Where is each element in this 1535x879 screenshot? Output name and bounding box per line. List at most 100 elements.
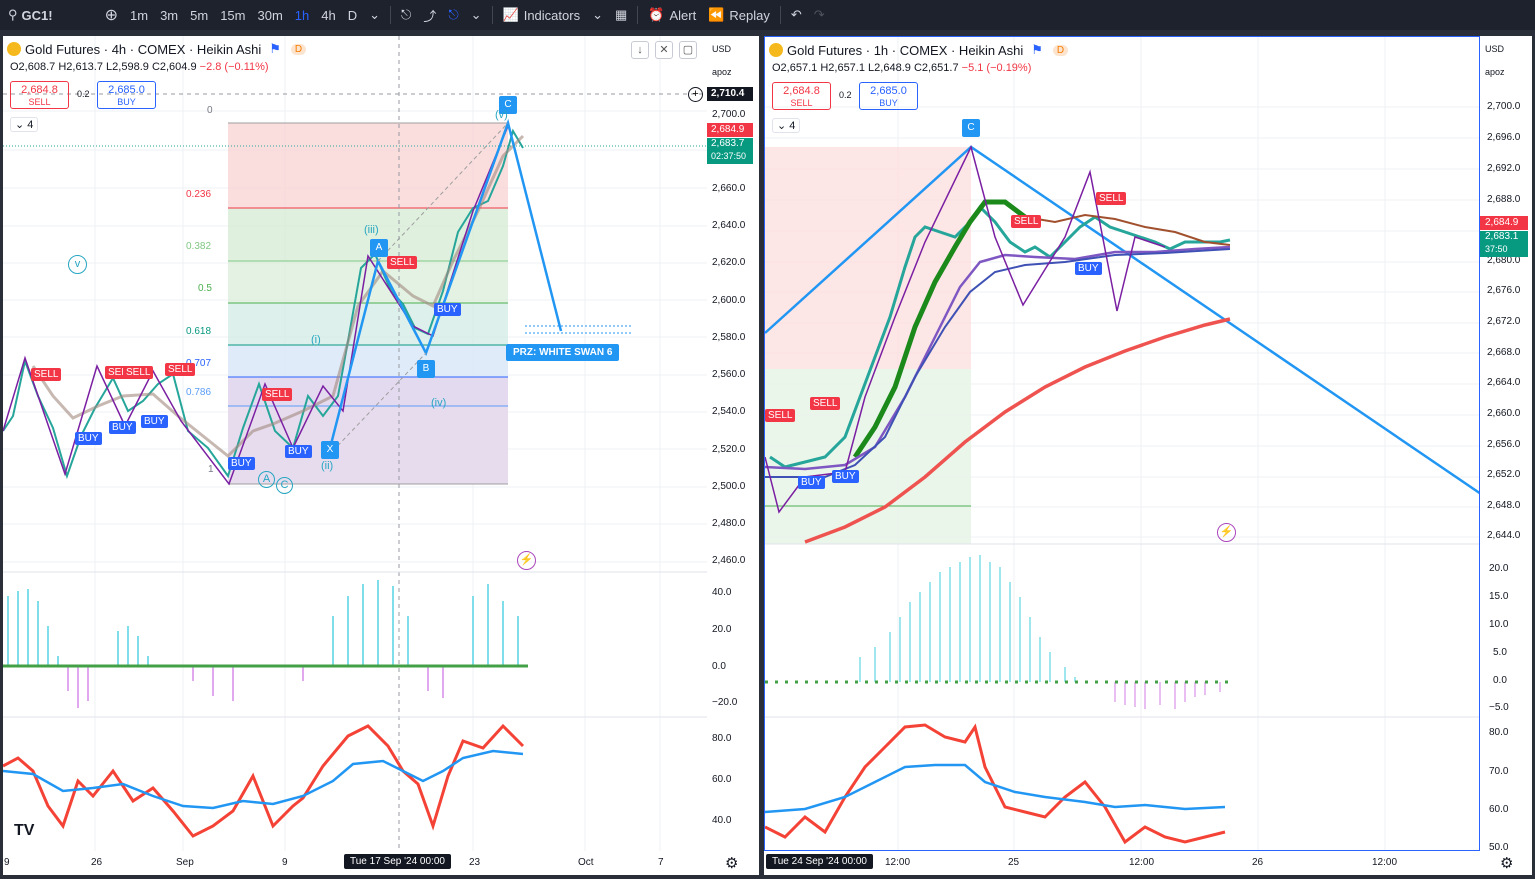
alarm-clock-icon: ⏰ xyxy=(648,7,665,22)
divider xyxy=(779,6,781,24)
status-badge: D xyxy=(1052,44,1069,56)
layout-button[interactable]: ▦ xyxy=(609,0,633,30)
fib-retracement[interactable] xyxy=(228,122,508,485)
replay-button[interactable]: ⏪ Replay xyxy=(702,0,776,30)
osc-tick: 10.0 xyxy=(1489,619,1509,630)
interval-dropdown[interactable]: ⌄ xyxy=(363,0,386,30)
currency-label[interactable]: USD xyxy=(712,44,732,54)
left-time-axis[interactable]: 9 26 Sep 9 23 Oct 7 Tue 17 Sep '24 00:00… xyxy=(3,851,759,875)
osc-tick: −20.0 xyxy=(712,697,738,708)
date-tick: 12:00 xyxy=(1129,857,1155,868)
maximize-button[interactable]: ▢ xyxy=(679,41,697,59)
add-symbol-button[interactable]: ⊕ xyxy=(99,0,124,30)
left-chart-pane[interactable]: Gold Futures · 4h · COMEX · Heikin Ashi … xyxy=(3,36,707,851)
layers-count: 4 xyxy=(27,119,34,131)
wave-label-v: (v) xyxy=(495,109,508,121)
tradingview-logo[interactable]: TV xyxy=(14,822,35,839)
right-chart-pane[interactable]: Gold Futures · 1h · COMEX · Heikin Ashi … xyxy=(764,36,1480,851)
interval-15m[interactable]: 15m xyxy=(220,7,246,23)
sell-button[interactable]: 2,684.8 SELL xyxy=(772,82,831,110)
right-price-axis[interactable]: USD apoz 2,700.0 2,696.0 2,692.0 2,688.0… xyxy=(1480,36,1532,853)
buy-signal: BUY xyxy=(228,457,255,470)
price-tick: 2,660.0 xyxy=(1487,408,1521,419)
scale-label[interactable]: apoz xyxy=(712,67,732,77)
right-time-axis[interactable]: Tue 24 Sep '24 00:00 12:00 25 12:00 26 1… xyxy=(764,851,1532,875)
pattern-point-c: C xyxy=(962,119,980,137)
date-tick: Oct xyxy=(578,857,594,868)
price-tick: 2,600.0 xyxy=(712,295,746,306)
gold-icon xyxy=(769,43,783,57)
indicators-dropdown[interactable]: ⌄ xyxy=(586,0,609,30)
undo-icon: ↶ xyxy=(790,7,802,22)
sell-signal: SELL xyxy=(387,256,418,269)
sell-button[interactable]: 2,684.8 SELL xyxy=(10,81,69,109)
heikin-ashi-button[interactable]: ⎋ xyxy=(442,0,464,30)
pattern-point-a: A xyxy=(370,239,388,257)
rsi-tick: 60.0 xyxy=(712,774,732,785)
chevron-down-icon: ⌄ xyxy=(369,7,381,22)
fib-label-1: 1 xyxy=(208,464,214,475)
right-chart-canvas[interactable] xyxy=(765,37,1480,851)
interval-1m[interactable]: 1m xyxy=(130,7,149,23)
chart-type-button[interactable]: ⤴ xyxy=(417,0,442,30)
interval-d[interactable]: D xyxy=(347,7,358,23)
left-price-axis[interactable]: USD apoz 2,700.0 2,660.0 2,640.0 2,620.0… xyxy=(707,36,759,851)
moving-average-green xyxy=(852,199,1027,459)
interval-30m[interactable]: 30m xyxy=(257,7,283,23)
undo-button[interactable]: ↶ xyxy=(785,0,808,30)
price-tick: 2,520.0 xyxy=(712,444,746,455)
interval-5m[interactable]: 5m xyxy=(190,7,209,23)
date-tick: Sep xyxy=(176,857,194,868)
add-crosshair-button[interactable]: + xyxy=(688,87,703,102)
flag-icon[interactable]: ⚑ xyxy=(1031,42,1043,57)
currency-label[interactable]: USD xyxy=(1485,44,1505,54)
close-pane-button[interactable]: ✕ xyxy=(655,41,673,59)
scroll-down-button[interactable]: ↓ xyxy=(631,41,649,59)
bar-style-button[interactable]: ⎋ xyxy=(395,0,417,30)
redo-icon: ↷ xyxy=(813,7,825,22)
buy-signal: BUY xyxy=(434,303,461,316)
indicator-collapse-button[interactable]: ⌄ 4 xyxy=(10,117,39,132)
buy-button[interactable]: 2,685.0 BUY xyxy=(97,81,156,109)
oscillator-histogram xyxy=(3,580,528,708)
gold-icon xyxy=(7,42,21,56)
settings-gear-icon[interactable]: ⚙ xyxy=(725,855,739,872)
scale-label[interactable]: apoz xyxy=(1485,67,1505,77)
moving-average xyxy=(31,134,525,459)
buy-button[interactable]: 2,685.0 BUY xyxy=(859,82,918,110)
left-chart-canvas[interactable] xyxy=(3,36,707,851)
chart-type-dropdown[interactable]: ⌄ xyxy=(465,0,488,30)
lightning-icon[interactable]: ⚡ xyxy=(517,551,536,570)
settings-gear-icon[interactable]: ⚙ xyxy=(1500,855,1514,872)
interval-1h[interactable]: 1h xyxy=(294,7,310,23)
lightning-icon[interactable]: ⚡ xyxy=(1217,523,1236,542)
symbol-search[interactable]: ⚲ GC1! xyxy=(0,0,59,30)
wave-label-a: A xyxy=(258,471,275,488)
current-price: 2,683.7 xyxy=(711,138,745,149)
plus-circle-icon: ⊕ xyxy=(104,7,118,24)
close-value: C2,651.7 xyxy=(913,62,959,74)
flag-icon[interactable]: ⚑ xyxy=(269,41,281,56)
interval-4h[interactable]: 4h xyxy=(321,7,336,23)
chevron-down-icon: ⌄ xyxy=(592,7,603,22)
indicators-button[interactable]: 📈 Indicators xyxy=(497,0,587,30)
price-tick: 2,692.0 xyxy=(1487,163,1521,174)
price-tick: 2,644.0 xyxy=(1487,530,1521,541)
price-tick: 2,696.0 xyxy=(1487,132,1521,143)
alert-button[interactable]: ⏰ Alert xyxy=(642,0,702,30)
redo-button[interactable]: ↷ xyxy=(808,0,831,30)
sell-signal: SELL xyxy=(31,368,62,381)
buy-signal: BUY xyxy=(109,421,136,434)
right-chart-title: Gold Futures · 1h · COMEX · Heikin Ashi xyxy=(787,42,1024,58)
sell-signal: SELL xyxy=(1096,192,1127,205)
reward-zone[interactable] xyxy=(765,369,971,544)
sell-label: SELL xyxy=(28,97,51,107)
osc-tick: 40.0 xyxy=(712,587,732,598)
grid-icon: ▦ xyxy=(615,7,628,22)
sell-price: 2,684.8 xyxy=(783,85,820,97)
indicator-collapse-button[interactable]: ⌄ 4 xyxy=(772,118,801,133)
interval-3m[interactable]: 3m xyxy=(160,7,179,23)
osc-tick: 20.0 xyxy=(1489,563,1509,574)
date-tick: 26 xyxy=(1252,857,1264,868)
heikin-ashi-icon: ⎋ xyxy=(448,7,459,22)
